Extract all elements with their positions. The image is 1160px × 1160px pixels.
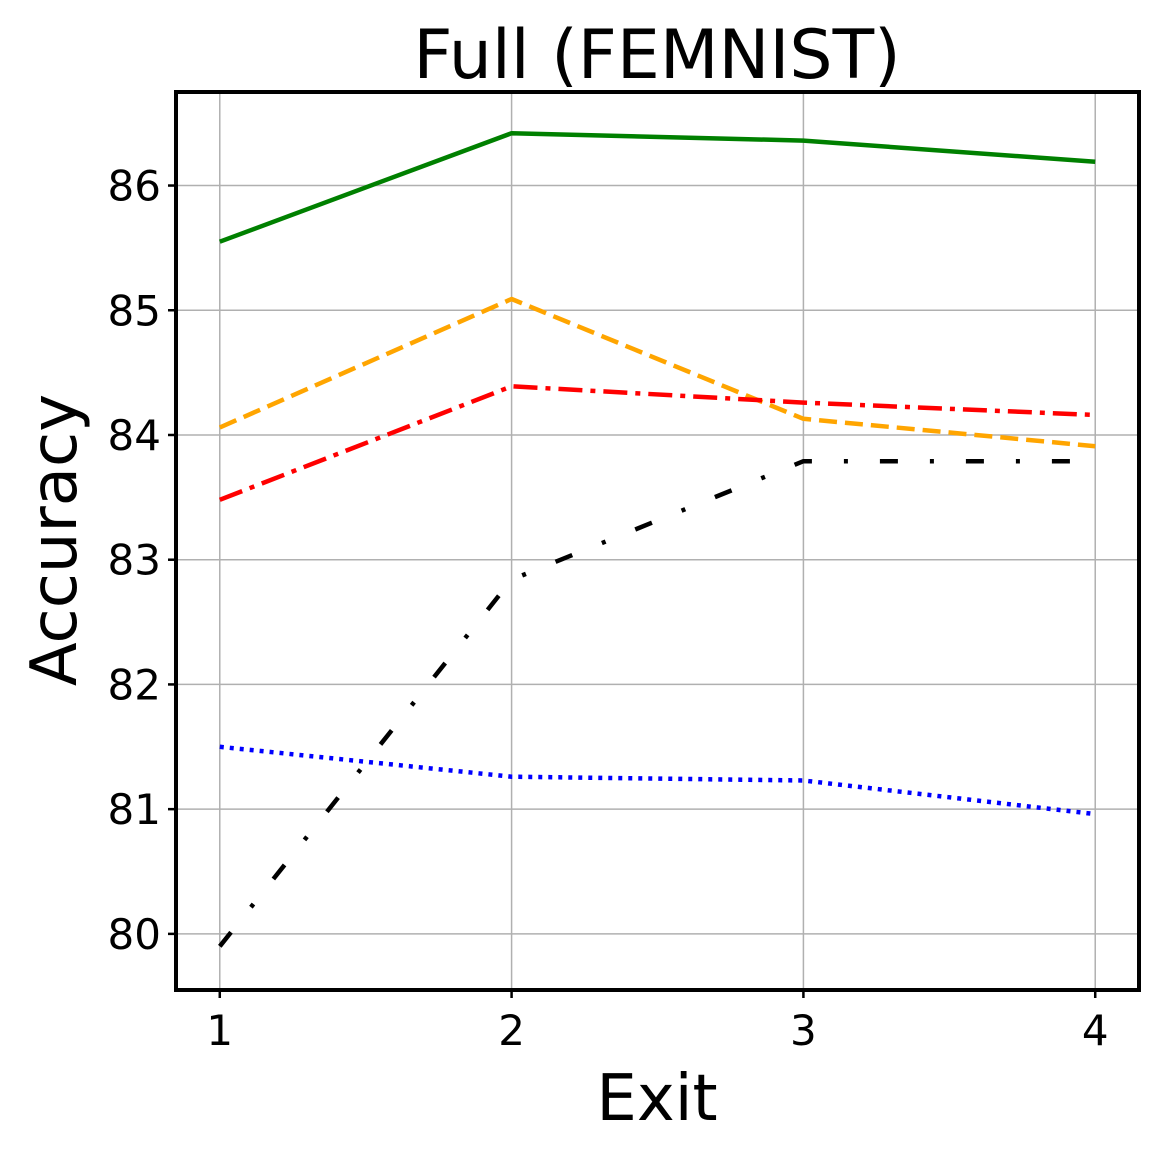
series-line-1 (219, 130, 1096, 244)
y-tick-label: 84 (108, 411, 161, 460)
series-lines (218, 130, 1096, 948)
y-tick-label: 81 (108, 785, 161, 834)
x-tick-label: 2 (498, 1006, 525, 1055)
y-tick-label: 85 (108, 286, 161, 335)
y-tick-label: 83 (108, 536, 161, 585)
y-tick-label: 80 (108, 910, 161, 959)
series-line-4 (219, 744, 1096, 817)
chart-title: Full (FEMNIST) (413, 16, 900, 95)
series-line-3 (218, 384, 1096, 502)
x-axis-ticks: 1 2 3 4 (206, 990, 1109, 1055)
y-axis-label: Accuracy (18, 394, 92, 686)
series-line-5 (218, 458, 1096, 948)
x-tick-label: 3 (790, 1006, 817, 1055)
x-axis-label: Exit (596, 1062, 717, 1136)
y-tick-label: 86 (108, 162, 161, 211)
y-tick-label: 82 (108, 660, 161, 709)
plot-frame (174, 90, 1141, 992)
x-tick-label: 1 (206, 1006, 233, 1055)
y-axis-ticks: 80 81 82 83 84 85 86 (108, 162, 176, 959)
grid (176, 92, 1139, 990)
series-line-2 (218, 296, 1096, 449)
x-tick-label: 4 (1082, 1006, 1109, 1055)
